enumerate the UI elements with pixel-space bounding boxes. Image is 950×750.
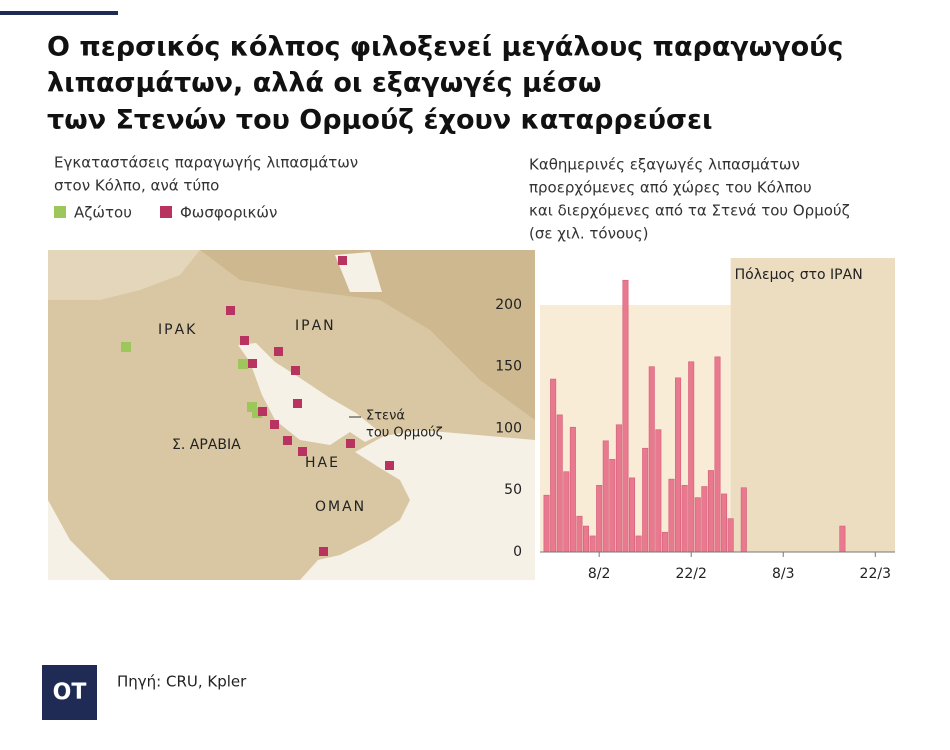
bar	[556, 414, 563, 553]
legend-label: Φωσφορικών	[180, 204, 277, 222]
phosphate-site	[258, 407, 267, 416]
arabian-sea	[300, 430, 535, 580]
land-dark	[200, 250, 535, 420]
title-line: Ο περσικός κόλπος φιλοξενεί μεγάλους παρ…	[47, 32, 843, 63]
bar	[583, 525, 590, 553]
bar	[615, 424, 622, 553]
bar-chart: Πόλεμος στο ΙΡΑΝ 0 50 100 150 200 8/2 22/2 8/3 22…	[495, 258, 895, 582]
nitrogen-site	[238, 359, 248, 369]
country-label: Σ. ΑΡΑΒΙΑ	[172, 437, 241, 453]
phosphate-site	[274, 347, 283, 356]
title-line: των Στενών του Ορμούζ έχουν καταρρεύσει	[47, 105, 713, 136]
y-tick-label: 200	[495, 297, 522, 313]
y-tick-label: 150	[495, 359, 522, 375]
nitrogen-site	[247, 402, 257, 412]
y-tick-label: 50	[504, 482, 522, 498]
phosphate-site	[346, 439, 355, 448]
bar	[714, 356, 721, 553]
bar	[707, 470, 714, 553]
chart-title: Καθημερινές εξαγωγές λιπασμάτων	[529, 156, 800, 174]
bar	[648, 366, 655, 553]
x-tick-label: 8/3	[772, 566, 795, 582]
country-label: ΗΑΕ	[305, 455, 340, 471]
red-sea	[48, 500, 110, 580]
legend-swatch	[160, 206, 172, 218]
phosphate-site	[319, 547, 328, 556]
chart-title: (σε χιλ. τόνους)	[529, 225, 649, 243]
nitrogen-site	[121, 342, 131, 352]
bar	[675, 377, 682, 553]
x-tick-label: 22/2	[675, 566, 706, 582]
bar	[642, 447, 649, 553]
bar	[635, 535, 642, 553]
bar	[727, 518, 734, 553]
x-tick-label: 22/3	[860, 566, 891, 582]
war-band	[730, 258, 895, 552]
phosphate-site	[385, 461, 394, 470]
map: ΙΡΑΚ ΙΡΑΝ Σ. ΑΡΑΒΙΑ ΗΑΕ ΟΜΑΝ Στενά του Ο…	[48, 250, 535, 580]
bar	[602, 440, 609, 553]
bar	[839, 525, 846, 553]
logo	[42, 665, 97, 720]
title-line: λιπασμάτων, αλλά οι εξαγωγές μέσω	[47, 68, 601, 99]
country-label: ΙΡΑΚ	[158, 322, 197, 338]
annotation: Πόλεμος στο ΙΡΑΝ	[735, 267, 863, 283]
phosphate-site	[283, 436, 292, 445]
phosphate-site	[226, 306, 235, 315]
country-label: ΙΡΑΝ	[295, 318, 336, 334]
chart-title: προερχόμενες από χώρες του Κόλπου	[529, 179, 812, 197]
y-tick-label: 100	[495, 420, 522, 436]
bar	[569, 426, 576, 553]
chart-title: και διερχόμενες από τα Στενά του Ορμούζ	[529, 202, 850, 220]
bar	[609, 459, 616, 553]
top-rule	[0, 11, 118, 15]
legend-label: Αζώτου	[74, 204, 132, 222]
land-light	[48, 250, 200, 300]
legend-swatch	[54, 206, 66, 218]
bar	[622, 279, 629, 553]
country-label: ΟΜΑΝ	[315, 499, 366, 515]
map-title: στον Κόλπο, ανά τύπο	[54, 177, 219, 195]
logo-text: ΟΤ	[53, 680, 87, 705]
bar	[701, 486, 708, 553]
bar	[655, 429, 662, 553]
bar	[681, 484, 688, 553]
bar	[668, 478, 675, 553]
bar	[589, 535, 596, 553]
nitrogen-site	[252, 408, 262, 418]
source: Πηγή: CRU, Kpler	[117, 673, 247, 691]
bar	[576, 515, 583, 553]
phosphate-site	[298, 447, 307, 456]
strait-label: Στενά	[366, 409, 405, 424]
bar	[688, 361, 695, 553]
bar	[721, 493, 728, 553]
bar	[550, 378, 557, 553]
phosphate-site	[270, 420, 279, 429]
y-tick-label: 0	[513, 544, 522, 560]
phosphate-site	[248, 359, 257, 368]
bar	[563, 471, 570, 553]
phosphate-site	[240, 336, 249, 345]
bar	[596, 484, 603, 553]
persian-gulf	[238, 343, 382, 445]
phosphate-site	[293, 399, 302, 408]
map-title: Εγκαταστάσεις παραγωγής λιπασμάτων	[54, 154, 358, 172]
x-tick-label: 8/2	[588, 566, 611, 582]
bar	[740, 487, 747, 553]
bar	[629, 477, 636, 553]
strait-label: του Ορμούζ	[366, 426, 443, 441]
bar	[694, 497, 701, 553]
bar	[661, 531, 668, 553]
bar	[543, 494, 550, 553]
phosphate-site	[291, 366, 300, 375]
phosphate-site	[338, 256, 347, 265]
